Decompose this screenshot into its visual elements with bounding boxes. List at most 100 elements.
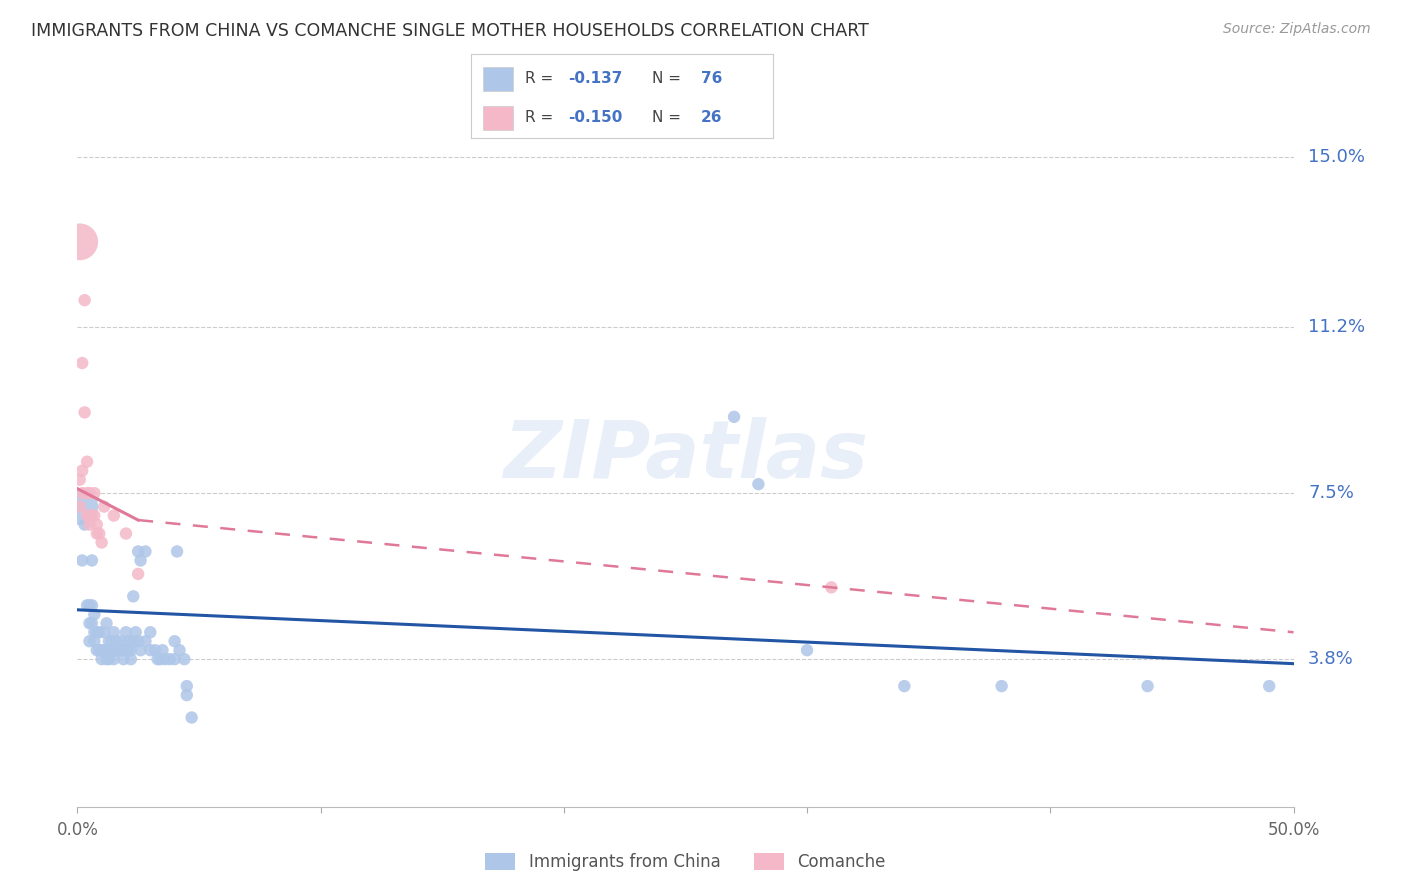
Point <box>134 634 156 648</box>
Point <box>115 625 138 640</box>
Point <box>107 643 129 657</box>
Point <box>73 293 96 308</box>
Point <box>70 356 93 370</box>
Point <box>90 652 112 666</box>
Point <box>100 643 122 657</box>
Point <box>76 599 98 613</box>
Point <box>103 643 125 657</box>
Point <box>93 625 115 640</box>
Point <box>125 625 148 640</box>
Text: ZIPatlas: ZIPatlas <box>503 417 868 495</box>
Point <box>86 526 108 541</box>
Point <box>723 409 745 424</box>
Point <box>100 634 122 648</box>
Point <box>120 652 142 666</box>
Point <box>110 634 132 648</box>
Text: 26: 26 <box>700 110 723 125</box>
Point <box>110 643 132 657</box>
Point <box>176 679 198 693</box>
Point <box>122 590 145 604</box>
Point <box>820 580 842 594</box>
Text: 7.5%: 7.5% <box>1308 484 1354 502</box>
Point <box>79 634 101 648</box>
Point <box>129 643 152 657</box>
Text: 76: 76 <box>700 70 723 86</box>
Point <box>149 652 172 666</box>
Point <box>80 599 103 613</box>
Point <box>73 517 96 532</box>
Point <box>796 643 818 657</box>
Point <box>166 544 188 558</box>
Point <box>70 464 93 478</box>
Point <box>159 652 181 666</box>
Point <box>80 616 103 631</box>
Point <box>96 652 118 666</box>
Point <box>86 517 108 532</box>
Point <box>73 405 96 419</box>
Point <box>79 599 101 613</box>
Point <box>163 634 186 648</box>
Point <box>83 607 105 622</box>
FancyBboxPatch shape <box>484 106 513 130</box>
Point <box>79 508 101 523</box>
Point <box>76 455 98 469</box>
Point <box>127 544 149 558</box>
Point <box>83 486 105 500</box>
Point <box>69 235 91 249</box>
Point <box>115 643 138 657</box>
Point <box>122 634 145 648</box>
Point <box>117 643 139 657</box>
Point <box>90 643 112 657</box>
Point <box>127 566 149 581</box>
Point <box>139 643 162 657</box>
Point <box>105 643 128 657</box>
Point <box>83 634 105 648</box>
Point <box>1136 679 1159 693</box>
Text: N =: N = <box>652 70 686 86</box>
Point <box>169 643 191 657</box>
Point <box>1258 679 1281 693</box>
Point <box>117 634 139 648</box>
Point <box>69 500 91 514</box>
Point <box>89 643 111 657</box>
Point <box>83 625 105 640</box>
Point <box>747 477 769 491</box>
Point <box>153 652 176 666</box>
Point <box>129 553 152 567</box>
Point <box>79 616 101 631</box>
Point <box>97 652 120 666</box>
Point <box>80 508 103 523</box>
Text: -0.137: -0.137 <box>568 70 621 86</box>
Text: N =: N = <box>652 110 686 125</box>
Text: R =: R = <box>526 110 558 125</box>
Point <box>112 652 135 666</box>
Point <box>139 625 162 640</box>
Point <box>76 486 98 500</box>
Point <box>105 634 128 648</box>
Text: 3.8%: 3.8% <box>1308 650 1354 668</box>
Point <box>103 508 125 523</box>
Point <box>86 625 108 640</box>
Point <box>89 526 111 541</box>
Point <box>176 688 198 702</box>
Text: -0.150: -0.150 <box>568 110 621 125</box>
Point <box>990 679 1012 693</box>
Point <box>93 643 115 657</box>
FancyBboxPatch shape <box>484 67 513 91</box>
Point <box>79 486 101 500</box>
Point <box>79 517 101 532</box>
Point <box>163 652 186 666</box>
Point <box>80 553 103 567</box>
Point <box>143 643 166 657</box>
Point <box>97 634 120 648</box>
Point <box>120 643 142 657</box>
Point <box>115 526 138 541</box>
Legend: Immigrants from China, Comanche: Immigrants from China, Comanche <box>477 845 894 880</box>
Point <box>134 544 156 558</box>
Text: 11.2%: 11.2% <box>1308 318 1365 336</box>
Point <box>103 625 125 640</box>
Point <box>83 508 105 523</box>
Text: 15.0%: 15.0% <box>1308 147 1365 166</box>
Point <box>93 500 115 514</box>
Point <box>152 643 174 657</box>
